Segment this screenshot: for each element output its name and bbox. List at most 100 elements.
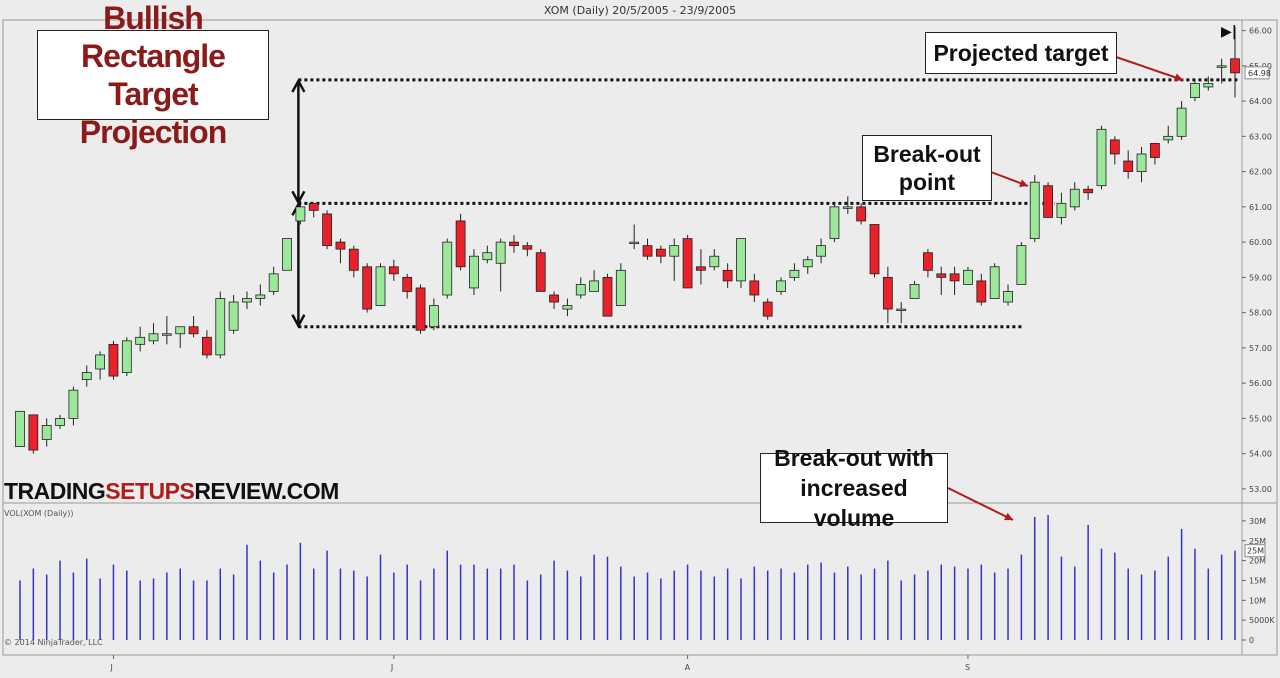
main-title-line-2: Target Projection	[79, 76, 227, 150]
candle	[121, 337, 132, 377]
candle-body	[589, 280, 600, 292]
candle-body	[842, 206, 853, 209]
candle	[829, 203, 840, 243]
candle	[15, 410, 25, 447]
candle	[455, 213, 466, 271]
candle-body	[242, 298, 252, 303]
candle-body	[642, 245, 653, 257]
candle-body	[148, 333, 159, 342]
candle	[242, 291, 252, 310]
candle	[549, 291, 559, 310]
candle-body	[749, 280, 760, 296]
candle	[202, 330, 212, 359]
candle-body	[1149, 142, 1160, 158]
candle	[1190, 79, 1200, 102]
candle-body	[228, 301, 239, 331]
candle-body	[682, 238, 693, 289]
candle-body	[495, 241, 506, 264]
volume-tick-label: 25M	[1249, 537, 1266, 546]
watermark-review: REVIEW.COM	[194, 478, 339, 504]
watermark: TRADINGSETUPSREVIEW.COM	[4, 478, 339, 505]
candle	[362, 263, 373, 313]
last-volume-label: 25M	[1247, 547, 1264, 556]
candle-body	[882, 276, 893, 310]
candle-body	[655, 248, 666, 257]
candle	[28, 414, 39, 454]
candle-body	[375, 266, 386, 306]
watermark-trading: TRADING	[4, 478, 106, 504]
candle-body	[762, 301, 773, 317]
candle	[442, 238, 453, 299]
volume-callout: Break-out with increased volume	[760, 445, 948, 531]
main-title-line-1: Bullish Rectangle	[81, 0, 226, 74]
candle-body	[615, 269, 626, 306]
candle	[415, 284, 426, 334]
candle-body	[1043, 185, 1053, 218]
candle-body	[509, 241, 519, 247]
candle-body	[629, 241, 640, 245]
candle	[1029, 175, 1040, 243]
candle-body	[789, 269, 800, 278]
candle-body	[282, 238, 292, 271]
candle	[722, 263, 733, 288]
volume-bars	[19, 514, 1236, 640]
candle-body	[268, 273, 279, 292]
candle-body	[161, 333, 172, 336]
candle	[936, 266, 947, 295]
last-volume-marker	[1244, 544, 1266, 558]
candle-body	[936, 273, 947, 278]
candle	[402, 273, 413, 299]
candle	[736, 238, 746, 288]
candle	[615, 263, 626, 306]
candle	[976, 273, 987, 306]
candle-body	[295, 206, 306, 222]
candle	[108, 340, 119, 380]
price-tick-label: 62.00	[1249, 168, 1272, 177]
candle-body	[909, 284, 920, 299]
candle	[882, 266, 893, 324]
candle	[1163, 125, 1174, 144]
candle	[1203, 76, 1214, 91]
volume-arrow	[947, 487, 1014, 521]
watermark-setups: SETUPS	[105, 478, 195, 504]
height-arrow-head-down	[291, 314, 306, 329]
candle-body	[976, 280, 987, 303]
plot-border	[2, 19, 1278, 656]
candle	[161, 316, 172, 345]
projected-target-arrow-head	[1174, 73, 1183, 82]
volume-tick-label: 5000K	[1249, 616, 1275, 625]
breakout-arrow-head	[1019, 179, 1028, 187]
candle-body	[95, 354, 106, 370]
candle	[1003, 284, 1013, 306]
candle	[268, 266, 279, 295]
candle	[495, 238, 506, 292]
last-price-label: 64.98	[1248, 69, 1271, 78]
candle-body	[402, 276, 413, 292]
candle	[482, 245, 493, 264]
candle-body	[348, 248, 359, 271]
candle-body	[989, 266, 1000, 299]
candle	[1096, 125, 1107, 190]
x-tick-label: J	[390, 663, 393, 672]
candle-body	[535, 252, 546, 292]
price-tick-label: 63.00	[1249, 132, 1272, 141]
candle	[322, 210, 332, 250]
candle-body	[1123, 160, 1134, 172]
price-tick-label: 61.00	[1249, 203, 1272, 212]
candle-body	[255, 294, 266, 299]
candle	[509, 235, 519, 253]
price-tick-label: 57.00	[1249, 344, 1272, 353]
candle	[1043, 182, 1053, 218]
candle-body	[81, 372, 92, 381]
candle-body	[776, 280, 786, 292]
candle-body	[963, 269, 973, 285]
candle-body	[1136, 153, 1147, 172]
volume-tick-label: 30M	[1249, 517, 1266, 526]
candle	[215, 291, 226, 359]
scroll-to-end-icon[interactable]: ▶︎|	[1221, 24, 1237, 40]
breakout-line-1: Break-out	[873, 141, 981, 167]
candle-body	[1016, 245, 1027, 285]
annotation-arrows	[947, 56, 1184, 521]
price-tick-label: 55.00	[1249, 414, 1272, 423]
